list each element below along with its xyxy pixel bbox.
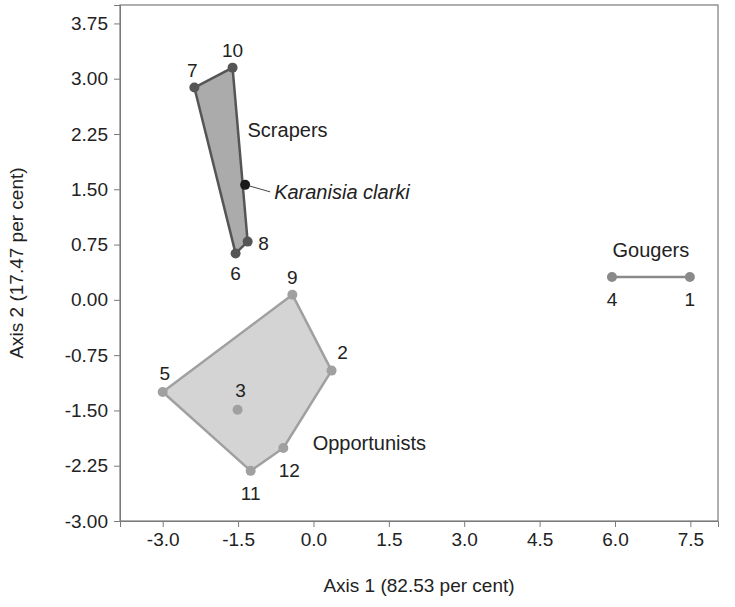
point-label: 7 [187,60,198,81]
y-tick-label: 3.75 [71,13,108,34]
y-tick-mark [114,79,120,80]
point [607,272,617,282]
point-label: 6 [230,263,241,284]
point-label: 1 [685,289,696,310]
point-label: 2 [337,342,348,363]
x-tick-label: -3.0 [147,529,180,550]
x-tick-mark [690,521,691,527]
x-axis-title: Axis 1 (82.53 per cent) [323,575,514,596]
point-label: 8 [258,233,269,254]
y-tick: 0.00 [71,289,120,310]
group-label: Opportunists [313,432,426,454]
x-tick: 7.5 [678,521,704,550]
plot-frame [120,5,718,521]
y-tick-label: -0.75 [65,345,108,366]
point [189,83,199,93]
y-tick-mark [114,245,120,246]
x-tick: 3.0 [452,521,478,550]
point [243,237,253,247]
y-tick-label: -1.50 [65,400,108,421]
y-tick-mark [114,410,120,411]
point-label: 3 [235,380,246,401]
group-label: Gougers [613,239,690,261]
point [233,405,243,415]
chart: -3.0 -1.5 0.0 1.5 3.0 4.5 6.0 7.5 -3.00 -2.25 -1.5… [0,0,735,607]
y-tick: -1.50 [65,400,120,421]
y-axis: -3.00 -2.25 -1.50 -0.75 0.00 0.75 1.50 2.25 3.00… [65,6,121,532]
x-tick-label: -1.5 [222,529,255,550]
x-tick-label: 4.5 [527,529,553,550]
point-label: 9 [287,267,298,288]
group-hull [194,68,247,254]
y-tick-label: 2.25 [71,124,108,145]
x-tick-label: 7.5 [678,529,704,550]
y-tick-mark [114,189,120,190]
point-label: 12 [279,460,300,481]
point [685,272,695,282]
x-tick: 6.0 [602,521,628,550]
y-tick-mark [114,466,120,467]
x-tick-mark [238,521,239,527]
x-tick-label: 1.5 [376,529,402,550]
x-tick: -1.5 [222,521,255,550]
x-tick-mark [540,521,541,527]
point [231,248,241,258]
y-tick: -3.00 [65,511,120,532]
x-tick: -3.0 [147,521,180,550]
y-axis-title: Axis 2 (17.47 per cent) [6,167,27,358]
y-tick: 2.25 [71,124,120,145]
y-tick: -2.25 [65,455,120,476]
x-tick: 1.5 [376,521,402,550]
x-axis-line [121,522,719,528]
x-tick: 4.5 [527,521,553,550]
point-label: 5 [159,363,170,384]
point [327,366,337,376]
x-axis: -3.0 -1.5 0.0 1.5 3.0 4.5 6.0 7.5 [121,521,719,550]
point [287,290,297,300]
x-tick-mark [389,521,390,527]
group-hull [163,295,332,471]
y-tick-label: 0.75 [71,234,108,255]
x-tick-mark [313,521,314,527]
point [246,466,256,476]
point-label: 4 [607,289,618,310]
y-tick: 3.75 [71,13,120,34]
y-tick: 0.75 [71,234,120,255]
y-tick-mark [114,134,120,135]
y-tick-label: -3.00 [65,511,108,532]
x-tick: 0.0 [301,521,327,550]
leader-line [249,186,270,192]
group-line [612,276,690,279]
point [158,387,168,397]
point-label: 11 [241,483,261,504]
y-tick-mark [114,300,120,301]
y-tick-label: 0.00 [71,289,108,310]
x-tick-label: 6.0 [602,529,628,550]
y-tick-label: 3.00 [71,68,108,89]
point [278,443,288,453]
highlight-point [240,180,250,190]
y-tick: 1.50 [71,179,120,200]
y-tick-mark [114,23,120,24]
point [228,63,238,73]
labels: 7 10 86 Scrapers 9 2 12 11 5 3 Opportunists 4 1 Gouge… [159,40,695,504]
y-tick: 3.00 [71,68,120,89]
x-tick-label: 3.0 [452,529,478,550]
x-tick-mark [464,521,465,527]
y-tick-label: -2.25 [65,455,108,476]
x-tick-label: 0.0 [301,529,327,550]
y-tick-label: 1.50 [71,179,108,200]
y-tick-mark [114,521,120,522]
highlight-label: Karanisia clarki [274,181,410,203]
y-tick: -0.75 [65,345,120,366]
group-label: Scrapers [248,119,328,141]
point-label: 10 [222,40,243,61]
y-tick-mark [114,355,120,356]
y-axis-line [114,6,121,522]
x-tick-mark [615,521,616,527]
x-tick-mark [163,521,164,527]
plot-area [158,63,695,476]
